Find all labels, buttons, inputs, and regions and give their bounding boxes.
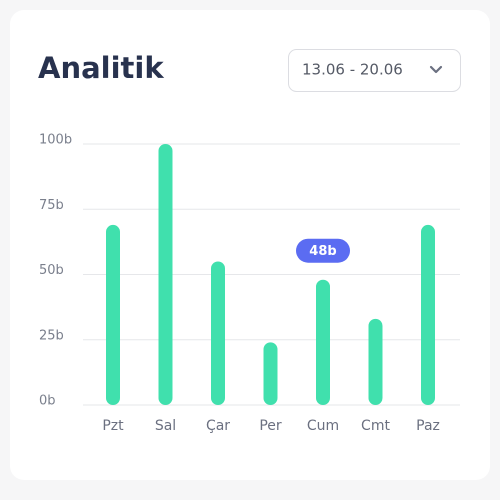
- bar: [158, 144, 173, 405]
- date-range: 13.06 - 20.06: [302, 61, 403, 79]
- bar: [263, 342, 278, 405]
- bar: [106, 224, 120, 405]
- x-tick-label: Cmt: [361, 418, 390, 434]
- x-tick-label: Pzt: [102, 418, 124, 434]
- value-label: 48b: [309, 244, 336, 259]
- value-tooltip: [296, 238, 350, 263]
- chart-title: Analitik: [38, 51, 164, 85]
- y-tick-label: 100b: [39, 133, 72, 148]
- x-tick-label: Sal: [155, 418, 176, 434]
- bar: [421, 224, 435, 405]
- chevron: [429, 65, 443, 74]
- dropdown-box[interactable]: [288, 49, 461, 92]
- x-tick-label: Cum: [307, 418, 339, 434]
- bar: [316, 279, 330, 405]
- y-tick-label: 0b: [39, 394, 56, 409]
- y-tick-label: 25b: [39, 328, 64, 343]
- date-dropdown[interactable]: 13.06 - 20.06: [288, 49, 461, 92]
- x-tick-label: Per: [259, 418, 282, 434]
- x-tick-label: Paz: [416, 418, 440, 434]
- y-tick-label: 75b: [39, 198, 64, 213]
- bar: [368, 318, 383, 405]
- x-tick-label: Çar: [206, 418, 230, 434]
- bar: [211, 261, 225, 405]
- y-tick-label: 50b: [39, 263, 64, 278]
